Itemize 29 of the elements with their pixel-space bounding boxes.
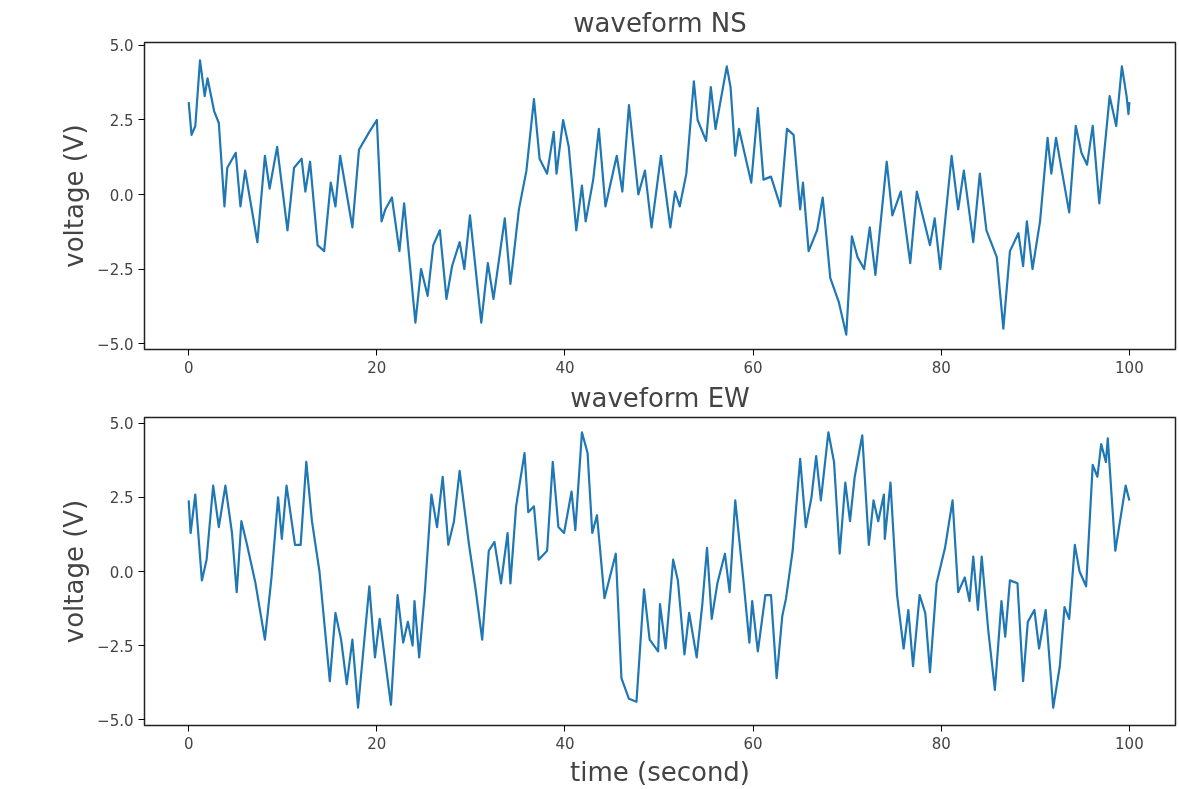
x-tick-label: 60: [743, 358, 763, 377]
x-tick-label: 0: [183, 734, 194, 753]
x-tick-label: 80: [931, 734, 951, 753]
x-tick-label: 80: [931, 358, 951, 377]
y-tick-label: 0.0: [109, 563, 134, 582]
y-tick-label: 2.5: [109, 489, 134, 508]
x-tick-label: 20: [367, 734, 387, 753]
x-tick-label: 0: [183, 358, 194, 377]
x-tick-label: 100: [1115, 734, 1144, 753]
line-series: [187, 431, 1131, 709]
x-tick-label: 40: [555, 734, 575, 753]
x-tick-label: 100: [1115, 358, 1144, 377]
line-series: [187, 59, 1131, 336]
y-tick-label: 5.0: [109, 415, 134, 434]
chart-title: waveform NS: [573, 7, 747, 38]
y-tick-label: −5.0: [97, 335, 134, 354]
y-tick-label: 2.5: [109, 112, 134, 130]
y-axis-title: voltage (V): [59, 499, 90, 644]
y-axis-title: voltage (V): [59, 124, 90, 268]
y-tick-label: −2.5: [97, 637, 134, 656]
y-tick-label: −5.0: [97, 711, 134, 730]
x-axis-title: time (second): [569, 756, 751, 787]
x-tick-label: 40: [555, 358, 575, 377]
x-tick-label: 20: [367, 358, 387, 377]
x-tick-label: 60: [743, 734, 763, 753]
y-tick-label: −2.5: [97, 261, 134, 280]
y-tick-label: 5.0: [109, 37, 134, 56]
chart-title: waveform EW: [570, 382, 750, 413]
y-tick-label: 0.0: [109, 186, 134, 205]
